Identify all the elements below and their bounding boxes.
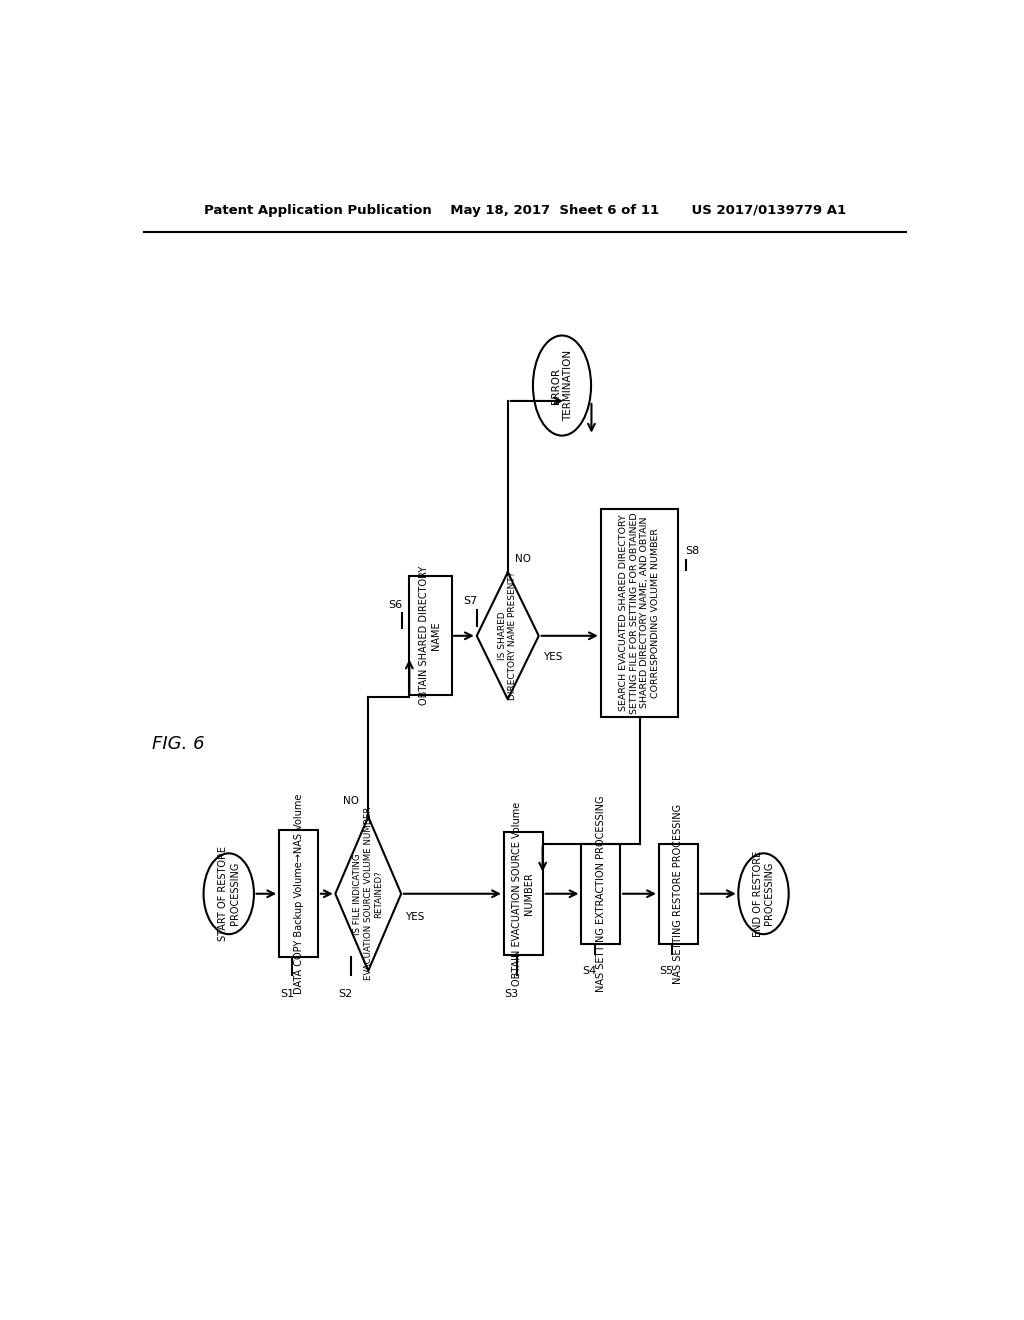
- Text: FIG. 6: FIG. 6: [152, 735, 205, 752]
- Bar: [582, 843, 621, 944]
- Text: START OF RESTORE
PROCESSING: START OF RESTORE PROCESSING: [218, 846, 240, 941]
- Ellipse shape: [532, 335, 591, 436]
- Text: OBTAIN EVACUATION SOURCE Volume
NUMBER: OBTAIN EVACUATION SOURCE Volume NUMBER: [512, 801, 535, 986]
- Bar: [601, 508, 678, 717]
- Text: S4: S4: [582, 966, 596, 975]
- Text: S8: S8: [685, 546, 699, 556]
- Text: YES: YES: [543, 652, 562, 663]
- Text: END OF RESTORE
PROCESSING: END OF RESTORE PROCESSING: [753, 850, 774, 937]
- Text: IS SHARED
DIRECTORY NAME PRESENT?: IS SHARED DIRECTORY NAME PRESENT?: [498, 572, 517, 700]
- Polygon shape: [335, 817, 401, 970]
- Text: S3: S3: [505, 989, 519, 999]
- Text: YES: YES: [406, 912, 424, 921]
- Text: S6: S6: [388, 601, 402, 610]
- Polygon shape: [477, 573, 539, 700]
- Text: S5: S5: [659, 966, 674, 975]
- Text: S7: S7: [464, 597, 477, 606]
- Text: OBTAIN SHARED DIRECTORY
NAME: OBTAIN SHARED DIRECTORY NAME: [420, 566, 441, 705]
- Text: IS FILE INDICATING
EVACUATION SOURCE VOLUME NUMBER
RETAINED?: IS FILE INDICATING EVACUATION SOURCE VOL…: [353, 807, 383, 981]
- Text: SEARCH EVACUATED SHARED DIRECTORY
SETTING FILE FOR SETTING FOR OBTAINED
SHARED D: SEARCH EVACUATED SHARED DIRECTORY SETTIN…: [620, 512, 659, 714]
- Bar: [280, 830, 317, 957]
- Text: S1: S1: [280, 989, 294, 999]
- Text: S2: S2: [338, 989, 352, 999]
- Text: DATA COPY Backup Volume→NAS Volume: DATA COPY Backup Volume→NAS Volume: [294, 793, 303, 994]
- Bar: [658, 843, 697, 944]
- Bar: [409, 576, 452, 696]
- Text: ERROR
TERMINATION: ERROR TERMINATION: [551, 350, 572, 421]
- Ellipse shape: [204, 853, 254, 935]
- Text: NO: NO: [343, 796, 359, 807]
- Text: NO: NO: [515, 554, 531, 564]
- Ellipse shape: [738, 853, 788, 935]
- Bar: [504, 832, 543, 956]
- Text: Patent Application Publication    May 18, 2017  Sheet 6 of 11       US 2017/0139: Patent Application Publication May 18, 2…: [204, 205, 846, 218]
- Text: NAS SETTING RESTORE PROCESSING: NAS SETTING RESTORE PROCESSING: [673, 804, 683, 983]
- Text: NAS SETTING EXTRACTION PROCESSING: NAS SETTING EXTRACTION PROCESSING: [596, 796, 606, 993]
